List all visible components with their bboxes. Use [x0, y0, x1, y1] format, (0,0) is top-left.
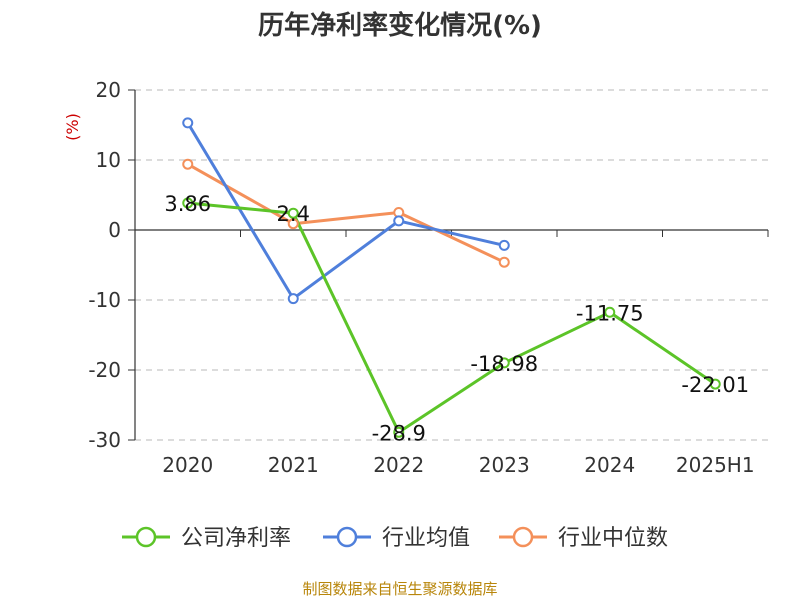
y-tick-label: 0	[108, 218, 121, 242]
data-label: -18.98	[470, 352, 538, 376]
axes	[134, 90, 768, 440]
y-tick-label: -20	[88, 358, 121, 382]
y-axis-unit: (%)	[63, 113, 82, 141]
series-line	[187, 201, 717, 434]
data-labels: 3.86 2.4 -28.9 -18.98 -11.75 -22.01	[164, 192, 749, 445]
data-point	[182, 158, 194, 170]
source-note: 制图数据来自恒生聚源数据库	[302, 580, 497, 598]
data-point	[287, 218, 299, 230]
y-tick-label: -10	[88, 288, 121, 312]
data-point	[709, 378, 721, 390]
x-tick-label: 2024	[584, 453, 635, 477]
legend-label: 行业中位数	[558, 526, 668, 551]
legend-label: 公司净利率	[181, 526, 291, 551]
series-lines	[186, 122, 717, 434]
series-line	[187, 162, 505, 264]
data-label: -28.9	[372, 421, 426, 445]
legend-label: 行业均值	[382, 526, 470, 551]
data-point	[393, 426, 405, 438]
y-tick-label: 10	[96, 148, 121, 172]
y-axis-ticks: 20 10 0 -10 -20 -30	[88, 78, 135, 452]
data-label: -22.01	[681, 373, 749, 397]
y-tick-label: -30	[88, 428, 121, 452]
series-line	[186, 122, 505, 301]
data-point	[287, 293, 299, 305]
data-label: 3.86	[164, 192, 211, 216]
data-point	[604, 306, 616, 318]
legend: 公司净利率 行业均值 行业中位数	[122, 526, 668, 551]
gridlines	[135, 89, 768, 441]
data-point	[498, 357, 510, 369]
data-point	[498, 239, 510, 251]
chart-title: 历年净利率变化情况(%)	[258, 10, 542, 41]
data-point	[498, 256, 510, 268]
x-tick-label: 2023	[479, 453, 530, 477]
data-point	[287, 207, 299, 219]
legend-marker	[512, 526, 534, 548]
x-tick-label: 2022	[373, 453, 424, 477]
legend-marker	[135, 526, 157, 548]
x-axis-ticks: 2020 2021 2022 2023 2024 2025H1	[134, 230, 769, 477]
data-label: 2.4	[277, 202, 310, 226]
x-tick-label: 2021	[268, 453, 319, 477]
data-label: -11.75	[576, 301, 644, 325]
data-point	[182, 197, 194, 209]
y-tick-label: 20	[96, 78, 121, 102]
series-points	[182, 117, 721, 438]
data-point	[393, 215, 405, 227]
x-tick-label: 2025H1	[676, 453, 755, 477]
data-point	[182, 117, 194, 129]
x-tick-label: 2020	[162, 453, 213, 477]
legend-marker	[336, 526, 358, 548]
